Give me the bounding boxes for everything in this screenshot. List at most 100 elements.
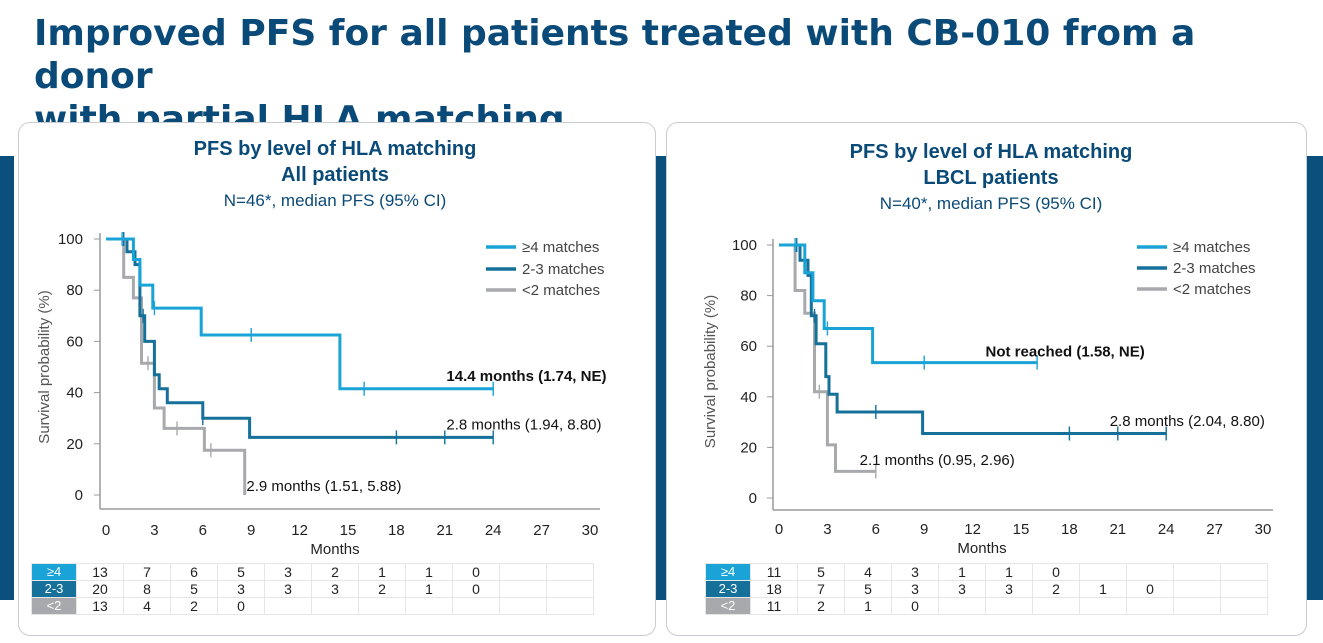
legend-label-ge4: ≥4 matches [522,239,599,256]
x-tick-label: 27 [1206,521,1223,538]
chart-title: PFS by level of HLA matching [850,141,1133,163]
risk-row-m23: 2-3 20 8 5 3 3 3 2 1 0 [31,580,594,598]
risk-row-label: 2-3 [705,580,751,598]
km-chart-svg: PFS by level of HLA matching All patients… [36,138,606,558]
risk-cell [358,597,406,615]
risk-cell: 0 [452,563,500,581]
risk-cell: 2 [311,563,359,581]
y-tick-label: 100 [732,237,757,254]
x-tick-label: 15 [1013,521,1030,538]
risk-cell: 1 [405,580,453,598]
legend-label-lt2: <2 matches [522,282,600,299]
risk-cell [1220,580,1268,598]
risk-cell: 2 [1032,580,1080,598]
x-tick-label: 3 [150,522,158,539]
x-tick-label: 6 [872,521,880,538]
risk-cell: 7 [123,563,171,581]
risk-cell: 2 [170,597,218,615]
risk-cell: 20 [76,580,124,598]
risk-cell [1173,580,1221,598]
risk-cell: 3 [985,580,1033,598]
risk-cell: 8 [123,580,171,598]
y-tick-label: 80 [740,288,757,305]
risk-cell [1173,563,1221,581]
legend-label-lt2: <2 matches [1173,281,1251,298]
risk-cell: 4 [844,563,892,581]
y-tick-label: 0 [749,490,757,507]
legend-label-m23: 2-3 matches [1173,260,1256,277]
risk-row-label: <2 [705,597,751,615]
x-tick-label: 3 [823,521,831,538]
x-tick-label: 30 [1255,521,1272,538]
x-tick-label: 9 [247,522,255,539]
x-tick-label: 9 [920,521,928,538]
x-tick-label: 15 [340,522,357,539]
risk-row-lt2: <2 11 2 1 0 [705,597,1268,615]
number-at-risk-table: ≥4 13 7 6 5 3 2 1 1 0 2-3 20 8 5 3 3 3 2 1 0 <2 13 4 2 0 [31,563,594,615]
risk-row-lt2: <2 13 4 2 0 [31,597,594,615]
risk-cell: 6 [170,563,218,581]
risk-cell [1126,563,1174,581]
median-annotation-lt2: 2.1 months (0.95, 2.96) [860,452,1015,469]
risk-cell [546,563,594,581]
risk-cell: 13 [76,563,124,581]
x-tick-label: 30 [582,522,599,539]
risk-cell: 0 [1126,580,1174,598]
risk-cell [1173,597,1221,615]
risk-cell: 0 [891,597,939,615]
y-tick-label: 60 [66,333,83,350]
y-tick-label: 40 [740,389,757,406]
y-axis-label: Survival probability (%) [702,295,719,448]
risk-cell: 1 [938,563,986,581]
legend-label-m23: 2-3 matches [522,261,605,278]
risk-row-m23: 2-3 18 7 5 3 3 3 2 1 0 [705,580,1268,598]
risk-cell [1126,597,1174,615]
x-tick-label: 24 [485,522,502,539]
brand-band-middle [654,156,668,600]
risk-cell: 4 [123,597,171,615]
risk-cell: 3 [264,580,312,598]
chart-subtitle: LBCL patients [923,167,1058,189]
risk-cell: 3 [311,580,359,598]
km-chart-svg: PFS by level of HLA matching LBCL patient… [702,141,1273,557]
risk-cell: 5 [170,580,218,598]
y-tick-label: 40 [66,385,83,402]
risk-cell: 2 [358,580,406,598]
km-curve-m23 [779,243,1167,435]
x-tick-label: 21 [1109,521,1126,538]
risk-cell [938,597,986,615]
risk-cell: 5 [217,563,265,581]
median-annotation-lt2: 2.9 months (1.51, 5.88) [246,478,401,495]
y-tick-label: 20 [740,439,757,456]
risk-row-label: ≥4 [705,563,751,581]
x-axis-label: Months [310,541,359,558]
risk-cell [311,597,359,615]
chart-subtitle: All patients [281,164,389,186]
risk-row-label: 2-3 [31,580,77,598]
risk-cell: 3 [938,580,986,598]
risk-cell: 11 [750,563,798,581]
risk-row-ge4: ≥4 13 7 6 5 3 2 1 1 0 [31,563,594,581]
legend-label-ge4: ≥4 matches [1173,239,1250,256]
risk-cell: 11 [750,597,798,615]
x-tick-label: 21 [436,522,453,539]
slide-title: Improved PFS for all patients treated wi… [34,12,1294,141]
median-annotation-ge4: 14.4 months (1.74, NE) [446,368,606,385]
chart-note: N=40*, median PFS (95% CI) [880,194,1103,213]
risk-cell: 1 [358,563,406,581]
risk-cell [546,580,594,598]
y-tick-label: 0 [75,487,83,504]
risk-cell: 13 [76,597,124,615]
risk-cell [452,597,500,615]
risk-row-ge4: ≥4 11 5 4 3 1 1 0 [705,563,1268,581]
risk-cell: 3 [217,580,265,598]
x-tick-label: 18 [388,522,405,539]
risk-cell: 5 [797,563,845,581]
risk-cell: 3 [264,563,312,581]
risk-cell [1079,597,1127,615]
risk-cell [499,597,547,615]
x-tick-label: 12 [964,521,981,538]
y-axis-label: Survival probability (%) [36,290,53,443]
km-curve-lt2 [779,243,876,473]
risk-cell [499,563,547,581]
